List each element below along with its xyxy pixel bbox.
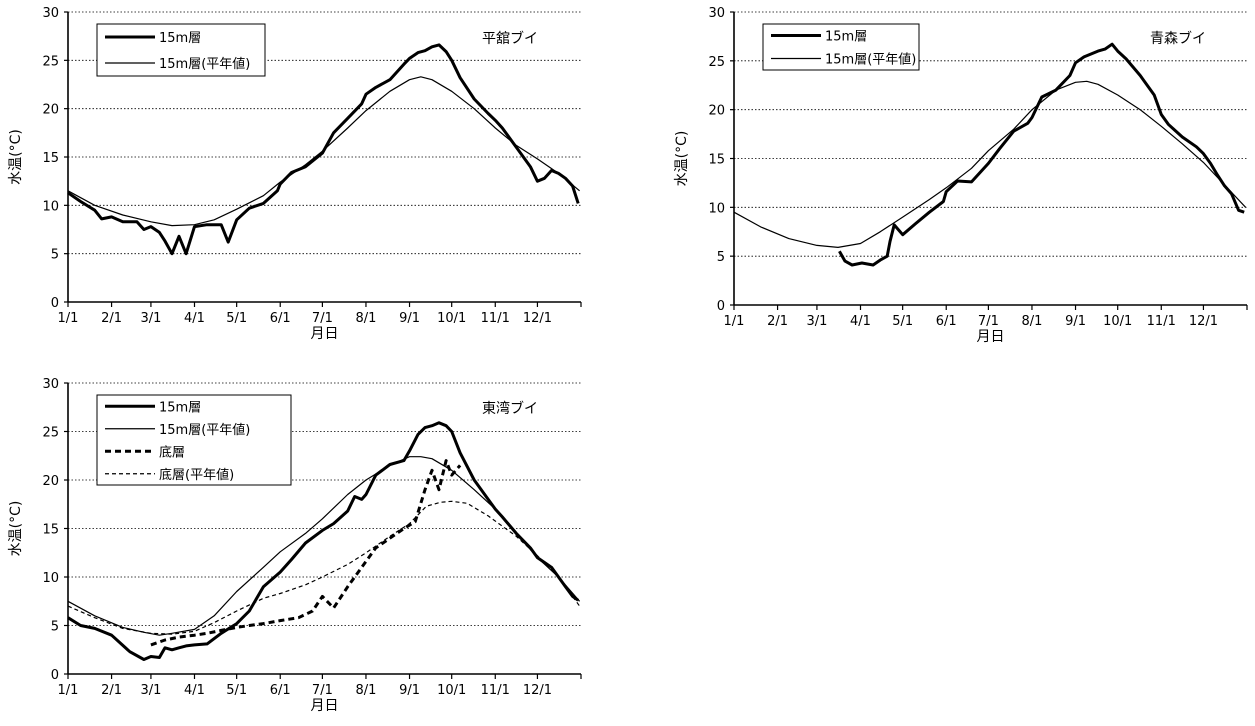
chart-2: 0 5 10 15 20 25 30 1/1 2/1 3/1 4/1 5/1 6/1 7/1 8/1 9/1 1…: [674, 6, 1248, 345]
x-tick-label: 12/1: [523, 683, 552, 698]
x-tick-label: 4/1: [184, 683, 205, 698]
x-tick-label: 2/1: [767, 314, 788, 329]
chart-3: 0 5 10 15 20 25 30 1/1 2/1 3/1 4/1 5/1 6/1 7/1 8/1 9/1 1…: [8, 377, 582, 714]
x-tick-label: 7/1: [312, 683, 333, 698]
y-tick-label: 0: [51, 296, 59, 311]
x-tick-label: 9/1: [399, 311, 420, 326]
legend-box: [762, 23, 920, 71]
y-tick-label: 15: [708, 153, 725, 168]
x-tick-label: 8/1: [356, 311, 377, 326]
x-tick-label: 11/1: [1147, 314, 1176, 329]
legend-label: 15m層: [159, 400, 201, 415]
y-tick-label: 10: [42, 571, 59, 586]
series-line: [733, 80, 1247, 248]
y-tick-label: 25: [42, 54, 59, 69]
y-tick-label: 20: [42, 474, 59, 489]
y-tick-label: 30: [708, 6, 725, 21]
y-axis-title: 水温(°C): [8, 129, 24, 185]
y-tick-label: 15: [42, 151, 59, 166]
y-tick-label: 5: [51, 620, 59, 635]
legend: 15m層 15m層(平年値): [96, 23, 266, 77]
y-axis-title: 水温(°C): [674, 131, 690, 187]
y-tick-label: 30: [42, 6, 59, 21]
x-axis-title: 月日: [977, 329, 1005, 345]
x-tick-label: 6/1: [270, 683, 291, 698]
x-tick-label: 5/1: [892, 314, 913, 329]
x-tick-label: 9/1: [1065, 314, 1086, 329]
legend-box: [96, 23, 266, 77]
x-tick-label: 11/1: [481, 311, 510, 326]
legend-label: 15m層: [825, 30, 867, 45]
y-tick-label: 25: [708, 55, 725, 70]
x-axis-title: 月日: [311, 698, 339, 714]
x-tick-label: 5/1: [226, 311, 247, 326]
y-tick-label: 20: [708, 104, 725, 119]
x-tick-label: 9/1: [399, 683, 420, 698]
buoy-label: 東湾ブイ: [482, 400, 538, 417]
series-line: [67, 500, 581, 635]
legend-label: 底層(平年値): [159, 467, 234, 483]
y-tick-label: 10: [42, 199, 59, 214]
x-tick-label: 4/1: [850, 314, 871, 329]
x-tick-label: 4/1: [184, 311, 205, 326]
legend-box: [96, 394, 292, 486]
y-tick-label: 5: [717, 250, 725, 265]
x-tick-label: 10/1: [1103, 314, 1132, 329]
x-tick-label: 7/1: [312, 311, 333, 326]
x-tick-label: 1/1: [58, 311, 79, 326]
buoy-label: 平舘ブイ: [482, 30, 538, 47]
y-tick-label: 10: [708, 201, 725, 216]
legend-label: 15m層: [159, 31, 201, 46]
x-tick-label: 12/1: [1189, 314, 1218, 329]
x-tick-label: 7/1: [978, 314, 999, 329]
y-tick-label: 25: [42, 426, 59, 441]
series-line: [67, 76, 580, 227]
y-tick-label: 15: [42, 523, 59, 538]
buoy-label: 青森ブイ: [1150, 30, 1206, 47]
x-tick-label: 3/1: [806, 314, 827, 329]
y-tick-label: 0: [51, 668, 59, 683]
x-tick-label: 8/1: [1022, 314, 1043, 329]
legend-label: 15m層(平年値): [159, 422, 250, 438]
x-tick-label: 11/1: [481, 683, 510, 698]
series-line: [838, 42, 1245, 267]
legend-label: 15m層(平年値): [159, 56, 250, 72]
y-tick-label: 30: [42, 377, 59, 392]
x-tick-label: 6/1: [270, 311, 291, 326]
x-tick-label: 6/1: [936, 314, 957, 329]
x-tick-label: 3/1: [140, 683, 161, 698]
chart-1: 0 5 10 15 20 25 30 1/1 2/1 3/1 4/1 5/1 6/1 7/1 8/1 9/1 1…: [8, 6, 582, 342]
series-line: [67, 456, 581, 636]
x-tick-label: 5/1: [226, 683, 247, 698]
y-axis-title: 水温(°C): [8, 501, 24, 557]
x-tick-label: 2/1: [101, 683, 122, 698]
y-tick-label: 5: [51, 248, 59, 263]
x-tick-label: 12/1: [523, 311, 552, 326]
x-tick-label: 10/1: [437, 683, 466, 698]
series-line: [67, 43, 580, 256]
series-line: [150, 459, 462, 647]
legend-label: 底層: [159, 444, 185, 460]
legend: 15m層 15m層(平年値): [762, 23, 920, 71]
y-tick-label: 0: [717, 299, 725, 314]
x-tick-label: 10/1: [437, 311, 466, 326]
x-tick-label: 3/1: [140, 311, 161, 326]
y-tick-label: 20: [42, 103, 59, 118]
x-tick-label: 8/1: [356, 683, 377, 698]
x-tick-label: 1/1: [724, 314, 745, 329]
x-tick-label: 1/1: [58, 683, 79, 698]
legend-label: 15m層(平年値): [825, 52, 916, 68]
x-axis-title: 月日: [311, 326, 339, 342]
x-tick-label: 2/1: [101, 311, 122, 326]
